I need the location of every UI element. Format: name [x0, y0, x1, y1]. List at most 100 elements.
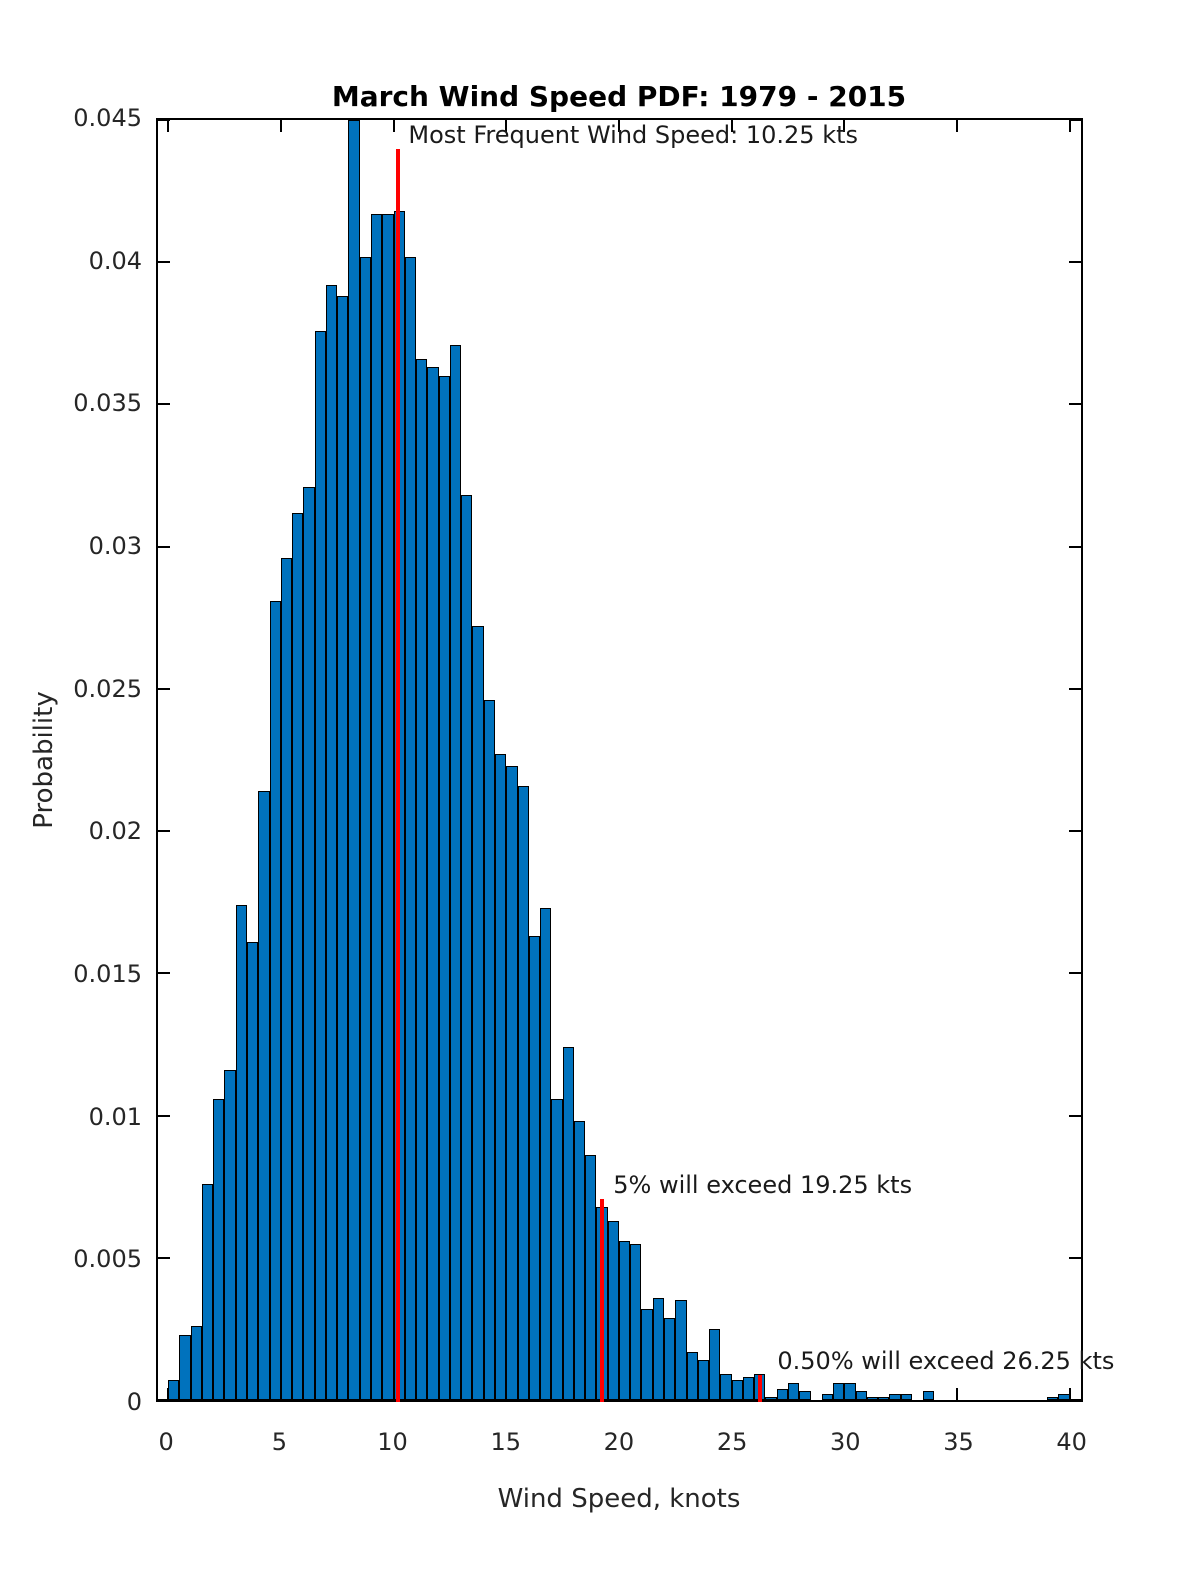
y-tick-mark — [1069, 119, 1081, 121]
y-tick-mark — [158, 1399, 170, 1401]
plot-area — [156, 118, 1083, 1402]
y-tick-label: 0.005 — [73, 1245, 142, 1274]
histogram-bar — [292, 512, 304, 1400]
exceed-half-pct-line — [758, 1374, 763, 1402]
histogram-bar — [821, 1394, 834, 1400]
x-tick-mark — [617, 120, 620, 132]
histogram-bar — [494, 754, 507, 1400]
histogram-bar — [168, 1380, 180, 1400]
histogram-bar — [900, 1394, 912, 1400]
histogram-bar — [551, 1098, 563, 1400]
y-tick-label: 0.015 — [73, 960, 142, 988]
x-tick-mark — [617, 1388, 620, 1400]
x-tick-label: 40 — [1056, 1428, 1087, 1456]
y-tick-label: 0.035 — [73, 389, 142, 418]
histogram-bar — [742, 1377, 755, 1400]
histogram-bar — [855, 1391, 867, 1400]
y-tick-mark — [1069, 1399, 1081, 1401]
exceed-5pct-line — [599, 1199, 604, 1402]
histogram-bar — [314, 330, 326, 1400]
histogram-bar — [235, 905, 248, 1400]
x-tick-mark — [279, 120, 282, 132]
y-tick-label: 0.04 — [88, 246, 142, 275]
histogram-bar — [675, 1300, 687, 1400]
histogram-bar — [483, 700, 495, 1400]
histogram-bar — [765, 1397, 777, 1400]
x-tick-mark — [392, 1388, 395, 1400]
exceed-5pct-label: 5% will exceed 19.25 kts — [613, 1171, 913, 1200]
y-tick-mark — [158, 972, 170, 975]
histogram-bar — [213, 1098, 225, 1400]
histogram-bar — [799, 1391, 811, 1400]
histogram-bar — [472, 626, 484, 1400]
x-tick-label: 10 — [377, 1428, 408, 1456]
histogram-bar — [923, 1391, 935, 1400]
histogram-bar — [179, 1334, 191, 1400]
histogram-bar — [438, 376, 450, 1400]
histogram-bar — [382, 213, 394, 1400]
y-tick-mark — [1069, 687, 1081, 690]
y-tick-mark — [158, 830, 170, 833]
histogram-bar — [573, 1121, 586, 1400]
histogram-bar — [337, 296, 349, 1400]
x-tick-label: 25 — [716, 1428, 748, 1456]
x-tick-label: 0 — [158, 1428, 174, 1456]
x-tick-mark — [843, 1388, 846, 1400]
y-tick-mark — [158, 545, 170, 548]
y-tick-mark — [158, 687, 170, 690]
y-tick-label: 0.03 — [88, 532, 142, 560]
x-tick-mark — [1068, 120, 1071, 132]
x-tick-mark — [279, 1388, 282, 1400]
histogram-bar — [280, 558, 293, 1400]
y-tick-mark — [1069, 1114, 1081, 1117]
histogram-bar — [709, 1328, 721, 1400]
histogram-bar — [641, 1308, 653, 1400]
histogram-bar — [247, 942, 259, 1400]
y-tick-label: 0.045 — [73, 104, 142, 132]
chart-title: March Wind Speed PDF: 1979 - 2015 — [331, 80, 907, 113]
histogram-bar — [585, 1155, 597, 1400]
y-tick-label: 0.02 — [88, 817, 142, 846]
histogram-bar — [359, 256, 371, 1400]
x-axis-label: Wind Speed, knots — [497, 1484, 741, 1514]
histogram-bar — [1047, 1397, 1059, 1400]
histogram-bar — [461, 495, 473, 1400]
histogram-bar — [889, 1394, 901, 1400]
histogram-bar — [630, 1243, 642, 1400]
histogram-bar — [201, 1183, 214, 1400]
histogram-bar — [303, 486, 315, 1400]
histogram-bar — [562, 1047, 574, 1400]
histogram-bar — [404, 256, 417, 1400]
histogram-bar — [258, 791, 270, 1400]
histogram-bar — [731, 1380, 743, 1400]
y-tick-label: 0.025 — [73, 674, 142, 703]
y-tick-mark — [1069, 545, 1081, 548]
histogram-bar — [371, 213, 383, 1400]
y-tick-label: 0.01 — [88, 1102, 142, 1131]
x-tick-mark — [167, 120, 170, 132]
histogram-bar — [325, 284, 338, 1400]
x-tick-label: 15 — [490, 1428, 522, 1456]
x-tick-mark — [730, 1388, 733, 1400]
x-tick-label: 30 — [830, 1428, 861, 1456]
histogram-bar — [540, 907, 552, 1400]
most-frequent-label: Most Frequent Wind Speed: 10.25 kts — [408, 121, 859, 150]
x-tick-label: 5 — [271, 1428, 287, 1456]
histogram-bar — [697, 1360, 710, 1400]
x-tick-mark — [956, 120, 959, 132]
histogram-bar — [664, 1317, 676, 1400]
y-tick-mark — [1069, 403, 1081, 406]
x-tick-mark — [843, 120, 846, 132]
x-tick-mark — [392, 120, 395, 132]
y-tick-mark — [1069, 830, 1081, 833]
histogram-bar — [416, 358, 428, 1400]
histogram-bar — [618, 1240, 631, 1400]
most-frequent-line — [396, 149, 401, 1402]
y-tick-mark — [158, 403, 170, 406]
histogram-bar — [652, 1297, 664, 1400]
histogram-bar — [348, 120, 360, 1400]
histogram-bar — [866, 1397, 879, 1400]
histogram-bar — [224, 1070, 236, 1400]
y-axis-label: Probability — [29, 691, 59, 829]
